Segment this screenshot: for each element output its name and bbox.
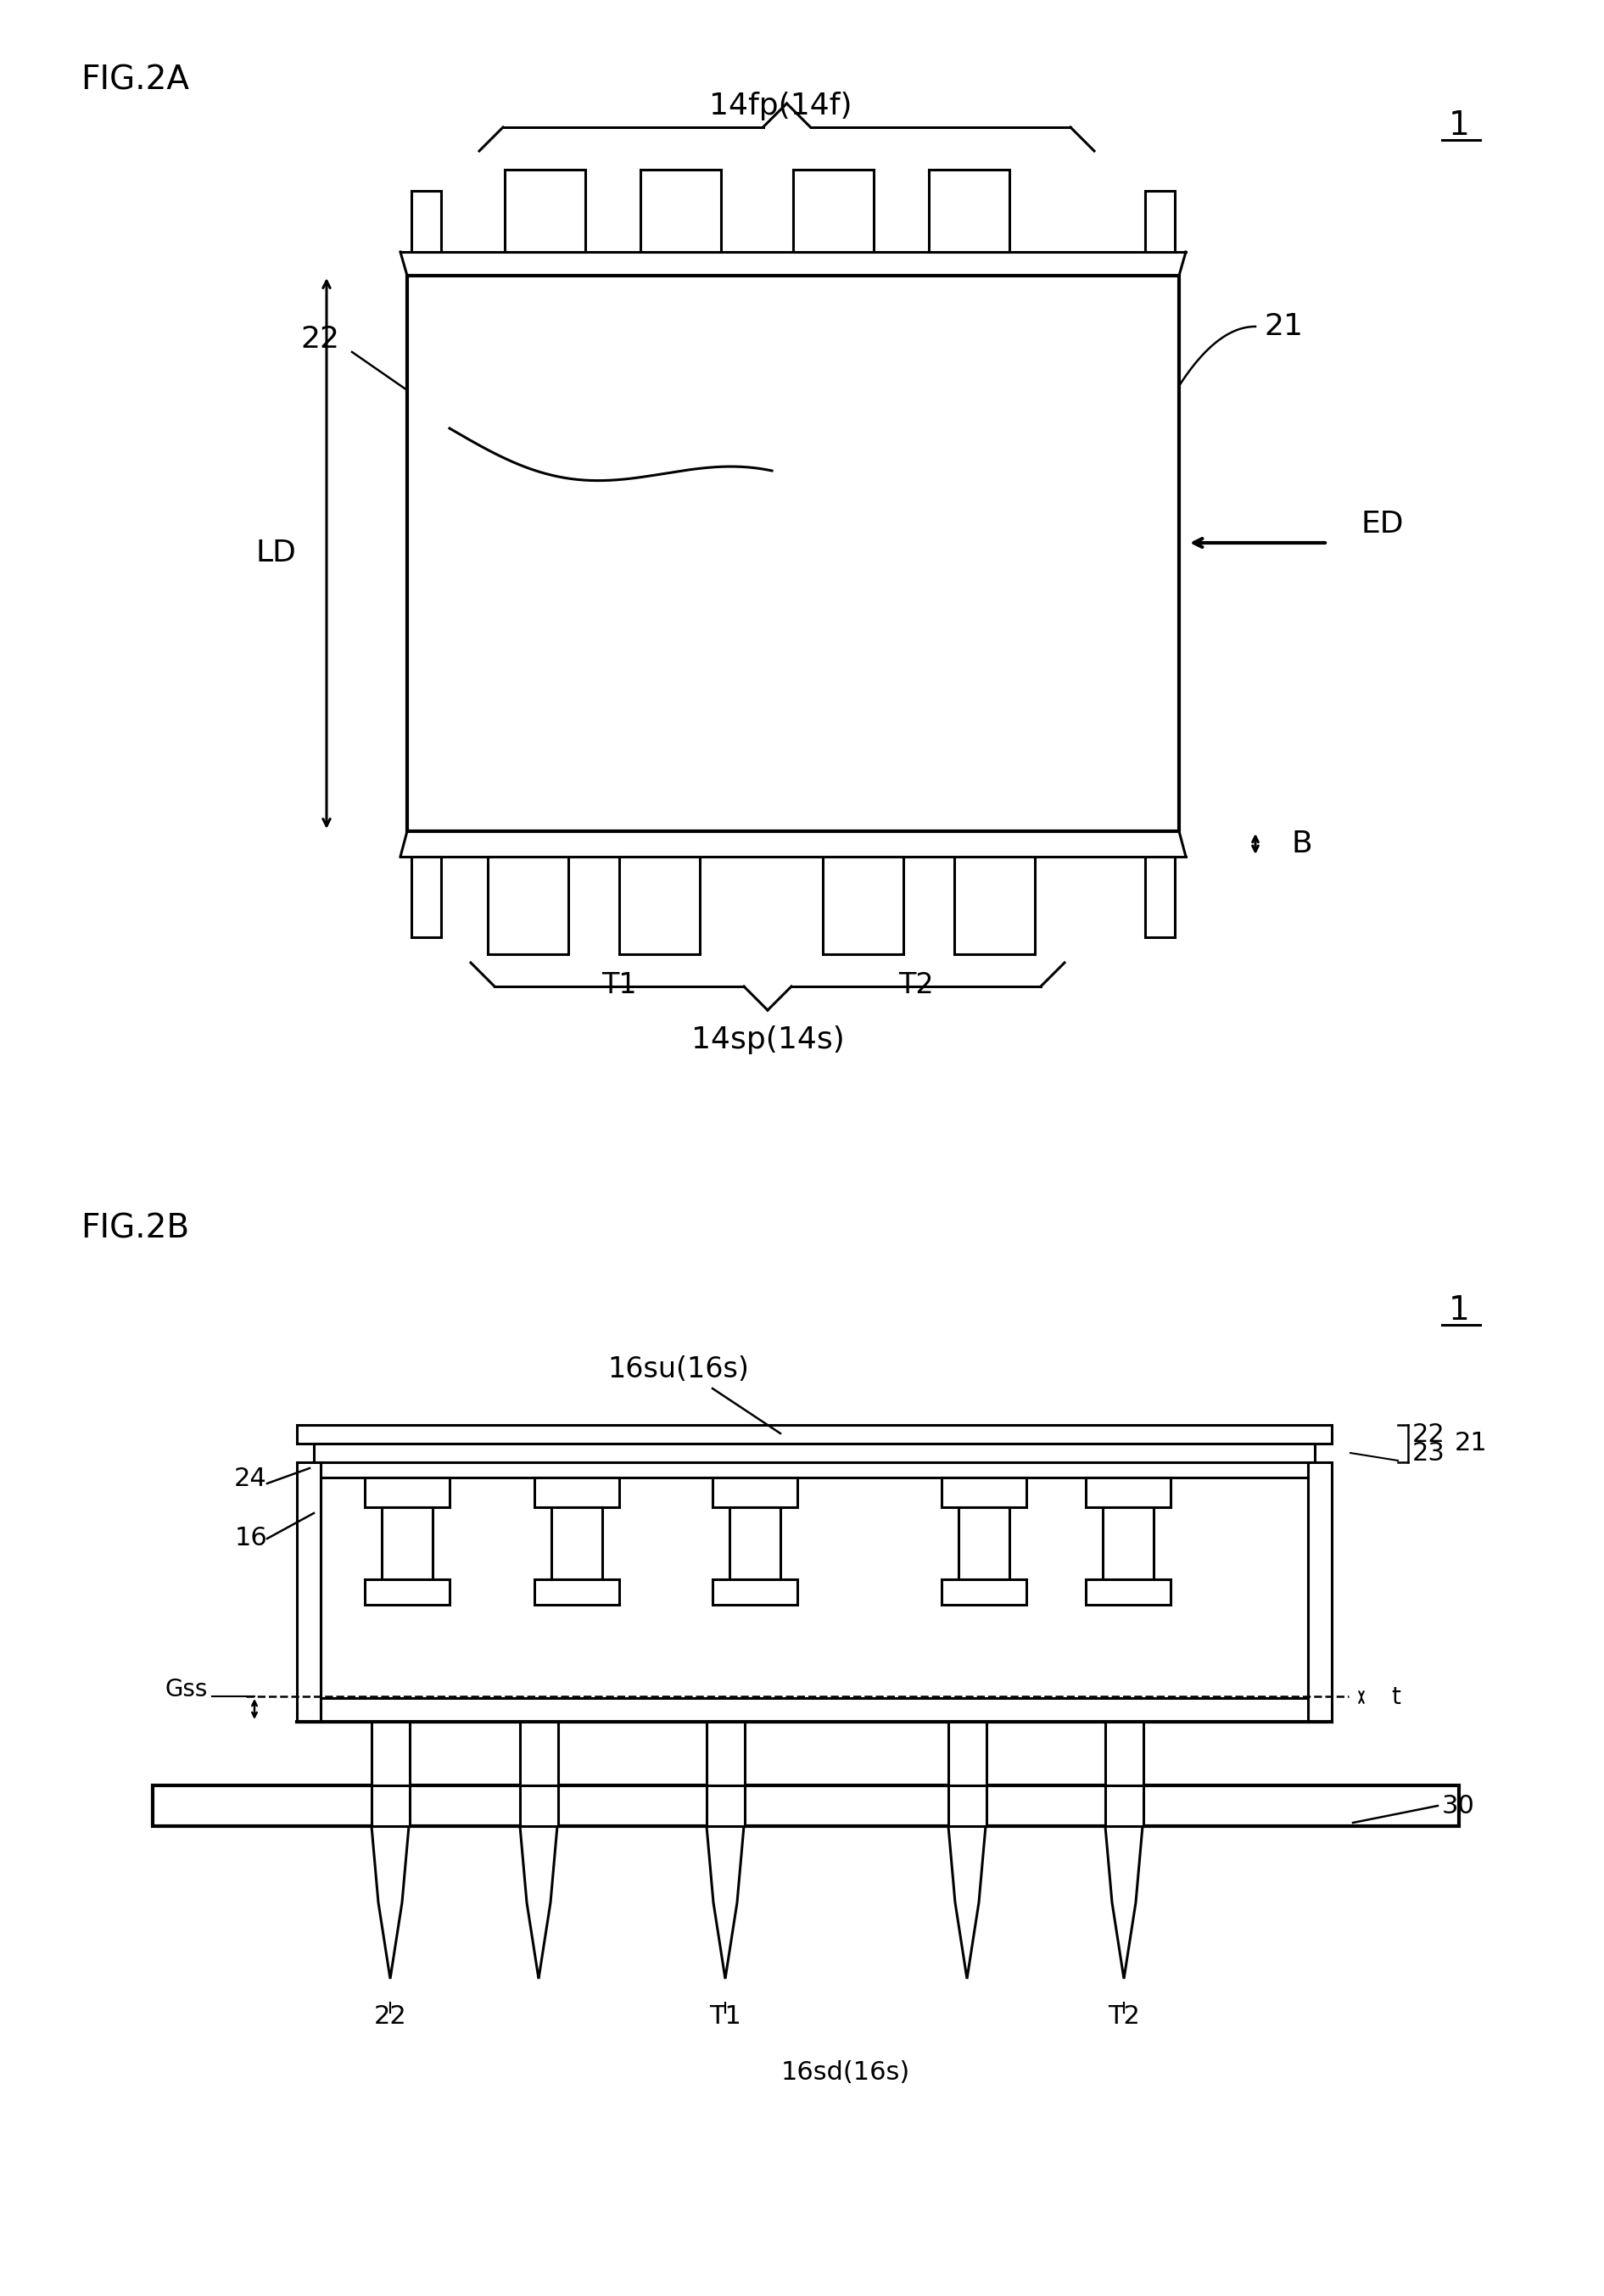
Bar xyxy=(959,1506,1009,1580)
Text: t: t xyxy=(1391,1685,1400,1708)
Text: T2: T2 xyxy=(1108,2004,1140,2030)
Bar xyxy=(948,1786,986,1825)
Bar xyxy=(321,1699,1307,1722)
Bar xyxy=(534,1580,619,1605)
Polygon shape xyxy=(372,1825,409,1979)
Text: 16sd(16s): 16sd(16s) xyxy=(781,2060,909,2085)
Bar xyxy=(314,1444,1315,1463)
Text: FIG.2A: FIG.2A xyxy=(80,64,189,96)
Text: 24: 24 xyxy=(234,1467,268,1492)
Text: 22: 22 xyxy=(1412,1421,1445,1446)
Bar xyxy=(372,1722,409,1786)
Bar xyxy=(942,1580,1027,1605)
Polygon shape xyxy=(1105,1825,1142,1979)
Text: T2: T2 xyxy=(898,971,934,999)
Bar xyxy=(321,1463,1307,1699)
Bar xyxy=(1145,856,1174,937)
Bar xyxy=(948,1722,986,1786)
Bar xyxy=(929,170,1009,253)
Bar xyxy=(942,1479,1027,1506)
Bar xyxy=(382,1506,433,1580)
Bar xyxy=(730,1506,781,1580)
Text: 14fp(14f): 14fp(14f) xyxy=(709,92,852,119)
Bar xyxy=(823,856,903,955)
Bar xyxy=(712,1479,797,1506)
Bar xyxy=(1086,1479,1171,1506)
Bar xyxy=(1105,1722,1144,1786)
Bar xyxy=(407,276,1179,831)
Bar xyxy=(1086,1580,1171,1605)
Bar xyxy=(411,856,441,937)
Text: 14sp(14s): 14sp(14s) xyxy=(691,1026,844,1054)
Bar xyxy=(792,170,874,253)
Bar xyxy=(488,856,568,955)
Bar xyxy=(640,170,720,253)
Bar xyxy=(297,1426,1331,1444)
Bar xyxy=(364,1580,449,1605)
Text: B: B xyxy=(1291,829,1312,859)
Text: 22: 22 xyxy=(374,2004,407,2030)
Polygon shape xyxy=(707,1825,744,1979)
Bar xyxy=(372,1786,409,1825)
Text: T1: T1 xyxy=(709,2004,741,2030)
Bar xyxy=(520,1786,558,1825)
Text: 21: 21 xyxy=(1455,1430,1487,1456)
Text: Gss: Gss xyxy=(165,1678,209,1701)
Text: ED: ED xyxy=(1362,510,1404,540)
Bar xyxy=(520,1722,558,1786)
Bar xyxy=(411,191,441,253)
Bar xyxy=(707,1722,744,1786)
Polygon shape xyxy=(520,1825,557,1979)
Bar xyxy=(1105,1786,1144,1825)
Text: T1: T1 xyxy=(602,971,637,999)
Text: 16: 16 xyxy=(234,1527,268,1550)
Text: 1: 1 xyxy=(1448,110,1469,142)
Text: 16su(16s): 16su(16s) xyxy=(608,1357,749,1384)
Bar xyxy=(1145,191,1174,253)
Polygon shape xyxy=(948,1825,985,1979)
Bar xyxy=(534,1479,619,1506)
Text: 1: 1 xyxy=(1448,1295,1469,1327)
Text: 30: 30 xyxy=(1442,1793,1476,1818)
Text: 21: 21 xyxy=(1264,312,1302,342)
Bar xyxy=(364,1479,449,1506)
Bar xyxy=(152,1786,1460,1825)
Bar xyxy=(619,856,699,955)
Bar xyxy=(1102,1506,1153,1580)
Bar xyxy=(712,1580,797,1605)
Bar xyxy=(1307,1463,1331,1722)
Text: FIG.2B: FIG.2B xyxy=(80,1212,189,1244)
Text: LD: LD xyxy=(255,540,297,567)
Bar xyxy=(954,856,1035,955)
Bar xyxy=(505,170,585,253)
Bar xyxy=(707,1786,744,1825)
Bar xyxy=(552,1506,602,1580)
Text: 22: 22 xyxy=(300,324,340,354)
Text: 23: 23 xyxy=(1412,1440,1445,1465)
Bar xyxy=(297,1463,321,1722)
